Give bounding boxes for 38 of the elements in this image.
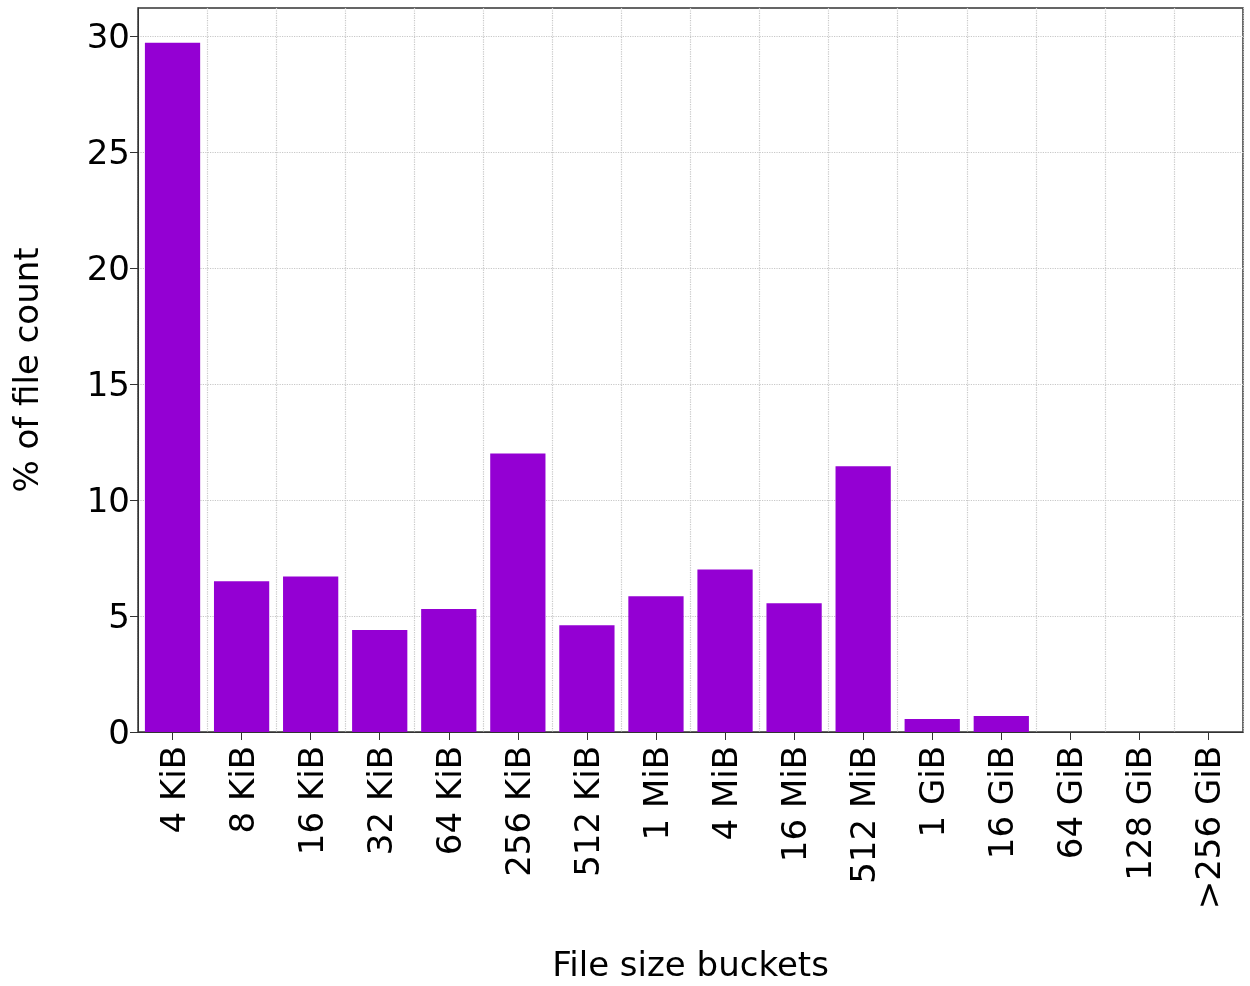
bar [421,609,477,732]
x-tick-label: 128 GiB [1119,746,1160,881]
x-tick-label: 1 MiB [635,746,676,841]
x-axis-title: File size buckets [552,944,829,984]
y-tick-label: 10 [86,479,130,520]
bar [352,629,408,732]
x-tick-label: 4 MiB [705,746,746,841]
x-tick-label: 16 GiB [981,746,1022,860]
x-tick-label: >256 GiB [1188,746,1229,910]
y-axis-title: % of file count [6,247,46,493]
x-tick-label: 32 KiB [359,746,400,856]
x-tick-label: 512 KiB [566,746,607,877]
x-tick-label: 4 KiB [152,746,193,834]
y-tick-label: 5 [108,595,130,636]
bar [766,603,822,732]
bar [904,719,960,732]
y-tick-label: 15 [86,363,130,404]
x-tick-label: 1 GiB [912,746,953,838]
bar [490,453,546,732]
x-tick-label: 512 MiB [843,746,884,884]
bar [628,596,684,732]
bar [213,581,270,732]
y-tick-label: 20 [86,247,130,288]
x-tick-label: 64 GiB [1050,746,1091,860]
bar [835,466,891,732]
bar [283,576,339,732]
x-tick-label: 64 KiB [428,746,469,856]
x-tick-label: 8 KiB [221,746,262,834]
x-tick-label: 16 KiB [290,746,331,856]
x-tick-label: 256 KiB [497,746,538,877]
y-tick-label: 25 [86,131,130,172]
x-tick-label: 16 MiB [774,746,815,863]
y-tick-label: 30 [86,15,130,56]
bar [144,42,201,732]
bar [559,625,615,732]
bar [973,715,1029,732]
bar [697,569,753,732]
y-tick-label: 0 [108,712,130,752]
